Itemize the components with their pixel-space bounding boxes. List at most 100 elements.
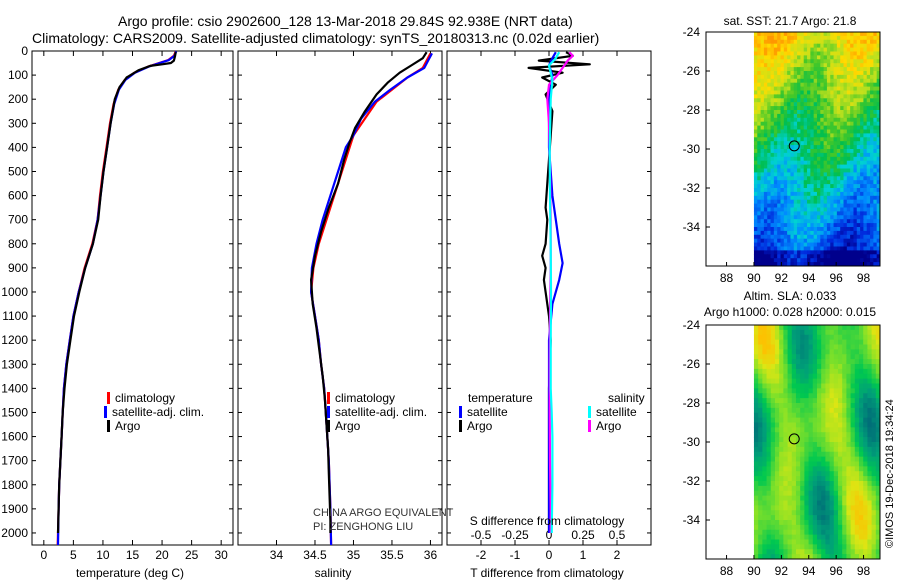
sst-cell [773,74,778,80]
sla-cell [863,529,868,536]
sst-cell [840,32,845,37]
sst-cell [813,191,818,197]
sst-cell [860,94,865,99]
sla-cell [779,442,784,448]
sst-cell [813,47,818,53]
sst-cell [793,47,798,53]
sla-cell [812,529,818,536]
sla-cell [779,495,784,502]
sla-cell [825,325,831,331]
sst-cell [767,262,772,266]
sst-cell [793,71,798,76]
sst-cell [763,184,768,189]
sla-cell [858,456,864,463]
sst-cell [860,219,865,224]
sst-cell [846,55,851,60]
sst-cell [823,125,828,131]
sst-cell [833,230,838,236]
sst-cell [757,94,762,99]
sst-cell [803,164,808,170]
sst-cell [860,35,865,41]
sla-cell [774,500,780,506]
sla-cell [816,403,822,409]
sst-cell [873,137,878,142]
sst-cell [803,90,808,95]
sla-cell [833,442,839,448]
sla-cell [770,368,776,375]
sla-cell [800,364,805,370]
sla-cell [846,403,852,409]
sst-cell [846,254,851,259]
sla-cell [758,485,763,492]
sla-cell [787,510,793,516]
sla-cell [795,520,801,526]
sst-cell [780,176,785,181]
sst-cell [793,195,798,201]
sla-cell [812,485,818,492]
sla-cell [770,437,776,443]
sst-cell [787,149,792,154]
sst-argo-position-marker [788,140,800,152]
sla-cell [875,505,880,511]
sla-cell [825,451,831,458]
sst-cell [830,215,835,220]
sst-cell [797,258,801,263]
sst-cell [807,191,811,197]
sla-cell [867,325,873,331]
sst-cell [846,47,851,53]
sla-cell [791,432,797,438]
sst-cell [816,168,821,173]
sst-cell [843,172,848,177]
sst-cell [777,152,782,158]
sla-cell [753,383,759,389]
sla-cell [787,529,793,536]
sst-cell [866,156,871,162]
sst-cell [800,172,805,177]
sla-cell [787,466,793,472]
sst-cell [777,242,782,248]
sla-cell [766,417,772,424]
sla-cell [854,446,860,453]
sla-cell [766,510,772,516]
sst-cell [807,102,811,107]
sst-cell [777,227,782,232]
sla-cell [846,412,852,419]
sst-cell [820,86,825,92]
sst-cell [816,195,821,201]
sst-cell [873,98,878,103]
sla-cell [854,466,860,472]
sst-cell [813,238,818,244]
sla-cell [779,466,784,472]
sst-cell [797,215,801,220]
sla-cell [800,476,805,482]
sla-cell [774,466,780,472]
sst-cell [797,246,801,251]
sla-cell [833,373,839,380]
sla-cell [774,364,780,370]
sst-cell [763,188,768,193]
sst-cell [863,152,868,158]
sst-cell [846,215,851,220]
sla-cell [783,510,789,516]
sla-cell [850,339,856,346]
sst-cell [797,43,801,49]
sla-cell [812,495,818,502]
sst-cell [853,227,858,232]
sst-cell [773,254,778,259]
sla-cell [779,334,784,341]
sst-cell [820,74,825,80]
sst-cell [853,223,858,228]
sla-cell [850,446,856,453]
sst-cell [836,184,841,189]
sla-cell [858,481,864,487]
sst-cell [760,51,765,56]
sst-cell [826,125,831,131]
sst-cell [866,227,871,232]
sst-cell [760,94,765,99]
sst-cell [767,199,772,205]
sla-cell [833,539,839,545]
sst-cell [753,117,758,123]
sla-cell [854,471,860,477]
sst-cell [843,43,848,49]
sst-cell [846,141,851,146]
